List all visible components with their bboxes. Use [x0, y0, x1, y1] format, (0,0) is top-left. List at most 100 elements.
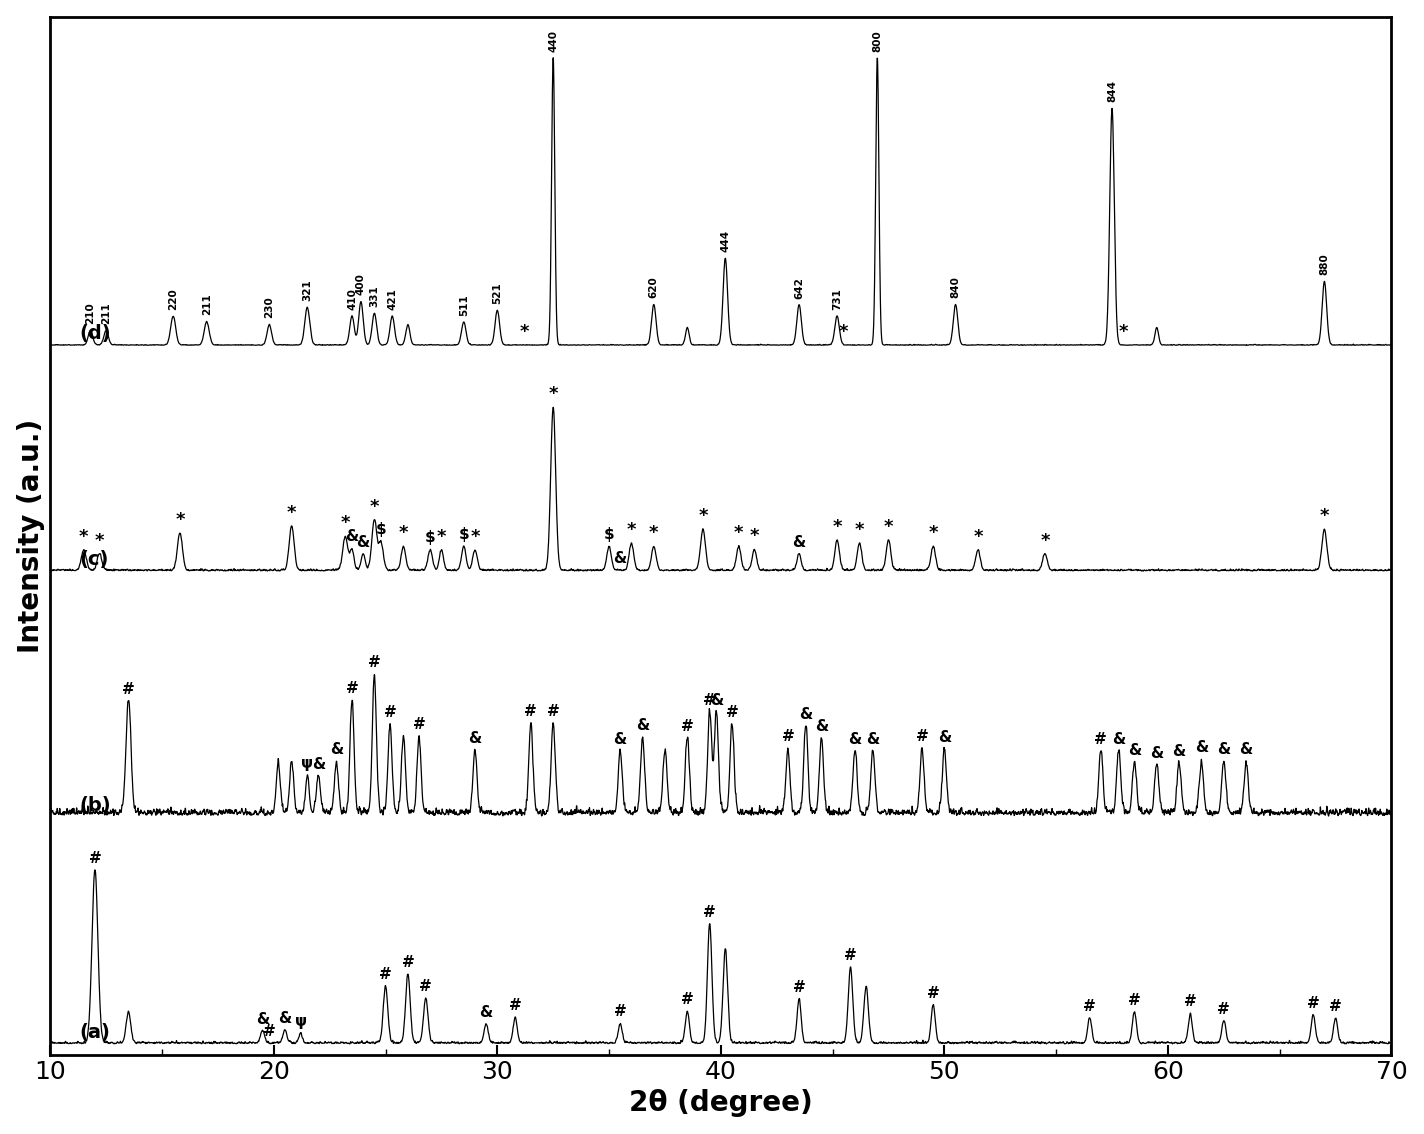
Text: 521: 521	[493, 282, 503, 304]
Text: #: #	[346, 682, 359, 696]
Text: #: #	[402, 955, 414, 970]
Text: &: &	[356, 534, 370, 550]
Text: *: *	[286, 503, 296, 522]
Text: #: #	[122, 682, 135, 696]
Text: &: &	[346, 530, 359, 544]
Text: #: #	[1183, 995, 1196, 1009]
Text: #: #	[726, 705, 739, 720]
Text: *: *	[1118, 322, 1128, 340]
Text: &: &	[1239, 742, 1253, 758]
Text: *: *	[833, 518, 842, 536]
Text: &: &	[330, 742, 343, 758]
Text: 400: 400	[356, 273, 366, 295]
Text: #: #	[793, 980, 806, 995]
Text: &: &	[938, 730, 951, 745]
Text: 620: 620	[649, 277, 659, 298]
Text: 211: 211	[101, 303, 111, 324]
Text: ψ: ψ	[302, 756, 313, 771]
Text: 440: 440	[548, 29, 558, 52]
X-axis label: 2θ (degree): 2θ (degree)	[629, 1090, 813, 1117]
Text: &: &	[1151, 746, 1163, 761]
Text: *: *	[928, 524, 938, 542]
Text: *: *	[733, 524, 743, 542]
Text: #: #	[1218, 1001, 1230, 1016]
Text: 210: 210	[85, 303, 95, 324]
Text: ψ: ψ	[295, 1014, 306, 1029]
Text: &: &	[849, 733, 862, 747]
Text: #: #	[383, 704, 396, 720]
Text: (d): (d)	[80, 323, 111, 342]
Text: #: #	[916, 729, 928, 744]
Text: #: #	[927, 987, 940, 1001]
Text: 220: 220	[168, 288, 178, 311]
Text: #: #	[547, 704, 560, 719]
Text: &: &	[256, 1012, 269, 1026]
Text: *: *	[884, 518, 893, 535]
Text: &: &	[1112, 733, 1125, 747]
Text: &: &	[1172, 744, 1186, 759]
Text: *: *	[340, 514, 350, 532]
Text: &: &	[1195, 741, 1208, 755]
Text: #: #	[524, 704, 537, 719]
Text: &: &	[312, 756, 325, 772]
Text: (c): (c)	[80, 550, 108, 568]
Text: #: #	[88, 850, 101, 865]
Text: #: #	[508, 998, 521, 1013]
Text: *: *	[839, 323, 849, 340]
Text: #: #	[1307, 996, 1320, 1010]
Text: *: *	[520, 323, 528, 341]
Text: *: *	[470, 528, 480, 545]
Text: 840: 840	[951, 277, 961, 298]
Text: &: &	[278, 1010, 292, 1026]
Text: *: *	[1320, 507, 1329, 525]
Text: &: &	[792, 534, 806, 550]
Text: #: #	[782, 729, 795, 744]
Text: *: *	[78, 527, 88, 545]
Text: *: *	[1040, 532, 1049, 550]
Text: #: #	[844, 948, 857, 963]
Text: 731: 731	[832, 288, 842, 310]
Text: *: *	[698, 507, 708, 525]
Text: *: *	[627, 521, 637, 539]
Text: 511: 511	[459, 294, 468, 316]
Text: #: #	[681, 719, 693, 734]
Y-axis label: Intensity (a.u.): Intensity (a.u.)	[17, 418, 44, 653]
Text: 410: 410	[347, 288, 357, 310]
Text: &: &	[866, 731, 880, 747]
Text: #: #	[703, 693, 716, 708]
Text: 844: 844	[1106, 81, 1116, 102]
Text: *: *	[175, 511, 185, 530]
Text: #: #	[1084, 999, 1096, 1014]
Text: 421: 421	[387, 288, 397, 310]
Text: 880: 880	[1320, 253, 1330, 276]
Text: 321: 321	[302, 279, 312, 301]
Text: &: &	[815, 719, 829, 734]
Text: #: #	[367, 655, 380, 670]
Text: *: *	[649, 524, 658, 542]
Text: 211: 211	[202, 294, 212, 315]
Text: *: *	[854, 522, 864, 539]
Text: &: &	[1218, 742, 1230, 758]
Text: #: #	[703, 905, 716, 920]
Text: 230: 230	[265, 296, 275, 319]
Text: #: #	[614, 1005, 627, 1019]
Text: #: #	[1128, 993, 1141, 1008]
Text: *: *	[437, 527, 446, 545]
Text: *: *	[399, 524, 409, 542]
Text: *: *	[94, 532, 104, 550]
Text: #: #	[681, 992, 693, 1007]
Text: &: &	[637, 718, 649, 733]
Text: *: *	[749, 527, 759, 545]
Text: $: $	[424, 531, 436, 545]
Text: #: #	[413, 717, 426, 731]
Text: *: *	[973, 528, 983, 547]
Text: &: &	[1128, 743, 1141, 758]
Text: #: #	[379, 966, 392, 982]
Text: 642: 642	[795, 277, 805, 298]
Text: &: &	[614, 551, 627, 566]
Text: #: #	[420, 980, 431, 995]
Text: &: &	[468, 731, 481, 746]
Text: &: &	[480, 1005, 493, 1019]
Text: $: $	[459, 527, 468, 542]
Text: *: *	[370, 498, 379, 516]
